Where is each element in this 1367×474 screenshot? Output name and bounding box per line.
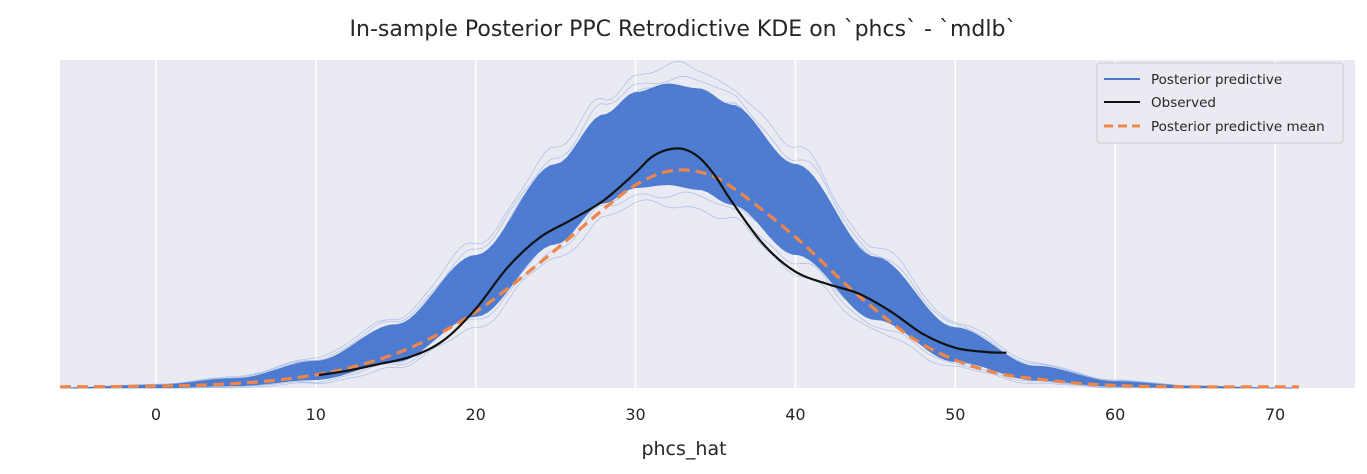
x-axis-label: phcs_hat <box>641 438 726 460</box>
posterior-predictive-draw <box>60 60 1299 389</box>
posterior-predictive-draw <box>60 191 1299 389</box>
posterior-predictive-draw <box>60 133 1299 389</box>
series-layer <box>59 60 1300 389</box>
x-tick-label: 60 <box>1105 405 1125 424</box>
observed-line <box>318 147 1007 377</box>
posterior-predictive-draw <box>60 87 1299 389</box>
posterior-predictive-draw <box>60 119 1299 389</box>
x-tick-label: 10 <box>306 405 326 424</box>
posterior-predictive-draw <box>60 94 1299 389</box>
x-tick-label: 70 <box>1265 405 1285 424</box>
x-tick-label: 20 <box>465 405 485 424</box>
posterior-predictive-draw <box>60 124 1299 389</box>
legend-label-posterior-predictive-mean: Posterior predictive mean <box>1151 119 1325 135</box>
x-tick-label: 50 <box>945 405 965 424</box>
posterior-predictive-draw <box>60 199 1299 389</box>
posterior-predictive-draw <box>60 75 1299 389</box>
x-tick-label: 40 <box>785 405 805 424</box>
legend-label-observed: Observed <box>1151 95 1216 111</box>
x-tick-label: 30 <box>625 405 645 424</box>
legend: Posterior predictive Observed Posterior … <box>1096 62 1344 144</box>
posterior-predictive-mean-line <box>59 168 1300 389</box>
legend-label-posterior-predictive: Posterior predictive <box>1151 72 1282 88</box>
x-axis-ticks: 0 10 20 30 40 50 60 70 <box>151 405 1285 424</box>
posterior-predictive-band <box>60 83 1299 388</box>
posterior-predictive-draw <box>60 106 1299 389</box>
x-tick-label: 0 <box>151 405 161 424</box>
chart-title: In-sample Posterior PPC Retrodictive KDE… <box>350 17 1017 42</box>
legend-box <box>1096 62 1344 144</box>
